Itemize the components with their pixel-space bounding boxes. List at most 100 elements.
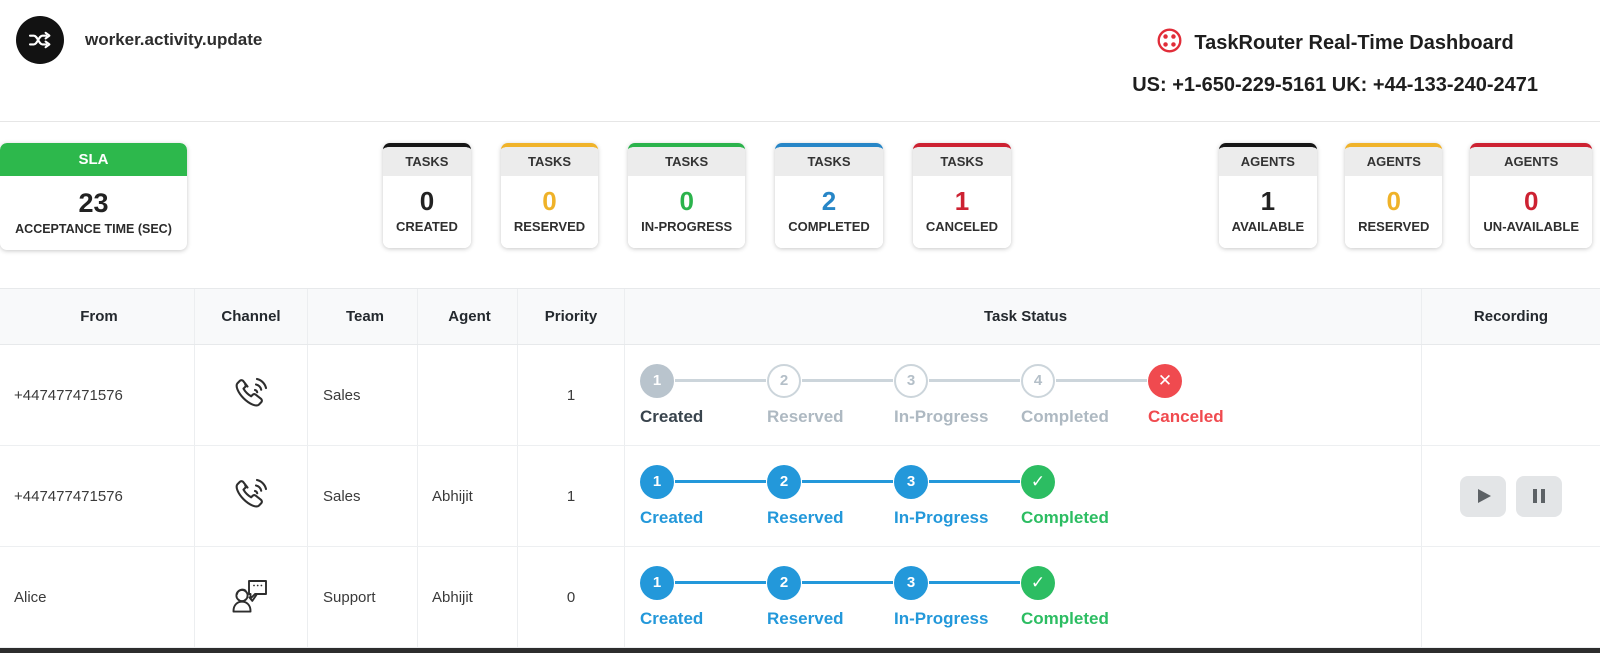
column-header-task-status: Task Status xyxy=(625,289,1422,344)
card-group-label: AGENTS xyxy=(1345,147,1443,176)
step-marker: 3 xyxy=(894,565,928,600)
step-marker: 3 xyxy=(894,464,928,499)
step-label: Completed xyxy=(1021,507,1109,527)
table-row: +447477471576 Sales 1 1 Created xyxy=(0,345,1600,446)
twilio-icon xyxy=(1156,27,1183,59)
step-marker: 2 xyxy=(767,363,801,398)
card-group-label: AGENTS xyxy=(1218,147,1318,176)
step-marker: 1 xyxy=(640,464,674,499)
card-group-label: AGENTS xyxy=(1470,147,1592,176)
step-completed: ✓ Completed xyxy=(929,464,1109,528)
event-label: worker.activity.update xyxy=(85,30,263,49)
step-in-progress: 3 In-Progress xyxy=(802,464,1021,528)
card-value: 0 xyxy=(419,186,435,216)
card-value: 0 xyxy=(1523,186,1539,216)
task-status-stepper: 1 Created 2 Reserved 3 In-Progress ✓ Com… xyxy=(640,464,1109,528)
check-icon: ✓ xyxy=(1021,565,1055,600)
tasks-canceled-card: TASKS 1 CANCELED xyxy=(912,143,1012,248)
task-status-cell: 1 Created 2 Reserved 3 In-Progress 4 Com… xyxy=(625,345,1422,445)
channel-cell xyxy=(195,345,308,445)
step-label: Created xyxy=(640,406,704,426)
team-cell: Sales xyxy=(308,446,418,546)
task-status-stepper: 1 Created 2 Reserved 3 In-Progress 4 Com… xyxy=(640,363,1224,427)
step-label: Created xyxy=(640,608,704,628)
pause-button[interactable] xyxy=(1516,475,1562,517)
tasks-inprogress-card: TASKS 0 IN-PROGRESS xyxy=(628,143,746,248)
tasks-completed-card: TASKS 2 COMPLETED xyxy=(775,143,883,248)
cancel-x-icon: ✕ xyxy=(1148,363,1182,398)
team-cell: Support xyxy=(308,547,418,647)
step-created: 1 Created xyxy=(640,464,767,528)
play-icon xyxy=(1478,489,1491,503)
topbar: worker.activity.update TaskRouter Real-T… xyxy=(0,0,1600,122)
stats-row: SLA 23 ACCEPTANCE TIME (SEC) TASKS 0 CRE… xyxy=(0,122,1600,288)
from-cell: +447477471576 xyxy=(0,345,195,445)
agents-reserved-card: AGENTS 0 RESERVED xyxy=(1345,143,1443,248)
dashboard-header: TaskRouter Real-Time Dashboard US: +1-65… xyxy=(1132,27,1538,97)
step-marker: 1 xyxy=(640,565,674,600)
tasks-cards-group: TASKS 0 CREATED TASKS 0 RESERVED TASKS 0… xyxy=(383,143,1012,248)
step-canceled: ✕ Canceled xyxy=(1056,363,1224,427)
card-label: RESERVED xyxy=(513,219,586,234)
agents-cards-group: AGENTS 1 AVAILABLE AGENTS 0 RESERVED AGE… xyxy=(1218,143,1592,248)
card-group-label: TASKS xyxy=(500,147,599,176)
step-marker: 3 xyxy=(894,363,928,398)
sla-card-header: SLA xyxy=(0,143,187,176)
step-marker: 2 xyxy=(767,565,801,600)
step-label: Reserved xyxy=(767,608,844,628)
play-button[interactable] xyxy=(1460,475,1506,517)
step-created: 1 Created xyxy=(640,565,767,629)
channel-cell xyxy=(195,547,308,647)
card-group-label: TASKS xyxy=(775,147,883,176)
card-group-label: TASKS xyxy=(912,147,1012,176)
step-label: In-Progress xyxy=(894,608,989,628)
step-created: 1 Created xyxy=(640,363,767,427)
card-group-label: TASKS xyxy=(383,147,471,176)
step-label: Canceled xyxy=(1148,406,1224,426)
step-label: In-Progress xyxy=(894,406,989,426)
task-status-cell: 1 Created 2 Reserved 3 In-Progress ✓ Com… xyxy=(625,446,1422,546)
card-label: AVAILABLE xyxy=(1231,219,1305,234)
card-label: RESERVED xyxy=(1358,219,1430,234)
table-header-row: From Channel Team Agent Priority Task St… xyxy=(0,289,1600,345)
from-cell: +447477471576 xyxy=(0,446,195,546)
step-completed: ✓ Completed xyxy=(929,565,1109,629)
column-header-agent: Agent xyxy=(418,289,518,344)
card-value: 2 xyxy=(821,186,837,216)
card-label: UN-AVAILABLE xyxy=(1483,219,1579,234)
team-cell: Sales xyxy=(308,345,418,445)
tasks-reserved-card: TASKS 0 RESERVED xyxy=(500,143,599,248)
card-value: 0 xyxy=(542,186,557,216)
step-label: Reserved xyxy=(767,507,844,527)
from-cell: Alice xyxy=(0,547,195,647)
step-label: In-Progress xyxy=(894,507,989,527)
phone-icon xyxy=(229,371,273,419)
recording-cell xyxy=(1422,446,1600,546)
agent-cell: Abhijit xyxy=(418,446,518,546)
check-icon: ✓ xyxy=(1021,464,1055,499)
step-in-progress: 3 In-Progress xyxy=(802,565,1021,629)
table-row: Alice Support Abhijit 0 1 xyxy=(0,547,1600,648)
card-value: 0 xyxy=(679,186,694,216)
phone-icon xyxy=(229,472,273,520)
table-bottom-divider xyxy=(0,648,1600,653)
column-header-from: From xyxy=(0,289,195,344)
step-in-progress: 3 In-Progress xyxy=(802,363,1021,427)
agents-available-card: AGENTS 1 AVAILABLE xyxy=(1218,143,1318,248)
column-header-priority: Priority xyxy=(518,289,625,344)
task-status-stepper: 1 Created 2 Reserved 3 In-Progress ✓ Com… xyxy=(640,565,1109,629)
step-label: Reserved xyxy=(767,406,844,426)
step-marker: 1 xyxy=(640,363,674,398)
agents-unavailable-card: AGENTS 0 UN-AVAILABLE xyxy=(1470,143,1592,248)
sla-card: SLA 23 ACCEPTANCE TIME (SEC) xyxy=(0,143,187,250)
card-label: COMPLETED xyxy=(788,219,870,234)
column-header-channel: Channel xyxy=(195,289,308,344)
card-value: 1 xyxy=(1260,186,1276,216)
card-label: CREATED xyxy=(396,219,458,234)
card-label: IN-PROGRESS xyxy=(641,219,733,234)
priority-cell: 1 xyxy=(518,345,625,445)
step-reserved: 2 Reserved xyxy=(675,464,894,528)
sla-label: ACCEPTANCE TIME (SEC) xyxy=(15,222,172,236)
task-status-cell: 1 Created 2 Reserved 3 In-Progress ✓ Com… xyxy=(625,547,1422,647)
channel-cell xyxy=(195,446,308,546)
